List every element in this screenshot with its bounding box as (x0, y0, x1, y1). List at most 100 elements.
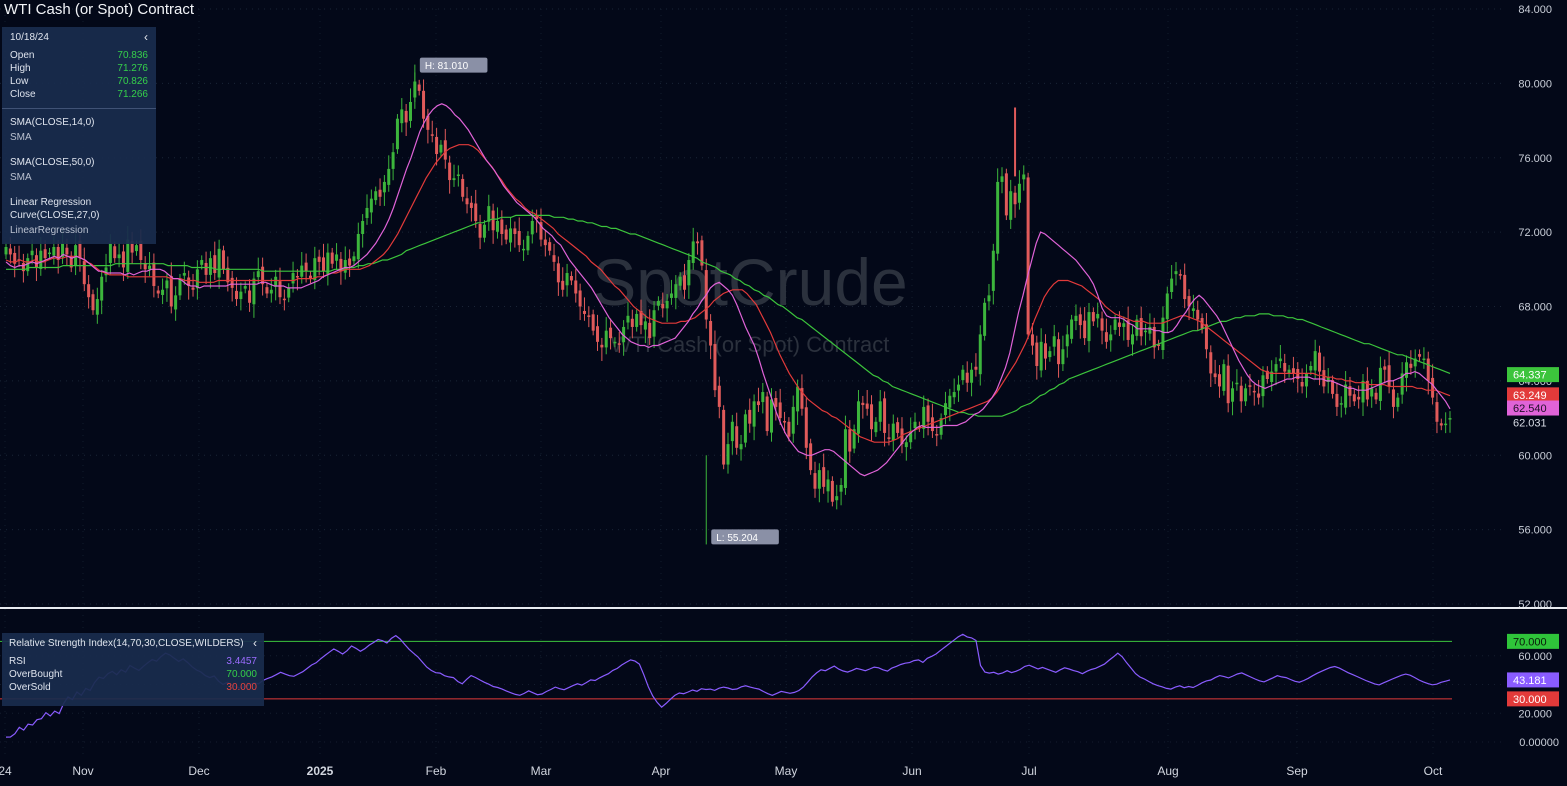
candle-body (1113, 319, 1117, 330)
candle-body (504, 229, 508, 240)
collapse-chevron-icon[interactable]: ‹ (144, 30, 148, 44)
candle-body (213, 255, 217, 274)
candle-body (1187, 296, 1191, 307)
study-item[interactable]: Linear Regression Curve(CLOSE,27,0) Linea… (10, 196, 148, 238)
candle-body (935, 434, 939, 436)
candle-body (139, 240, 143, 261)
candle-body (1300, 381, 1304, 387)
candle-body (21, 262, 25, 272)
study-item[interactable]: SMA(CLOSE,14,0) SMA (10, 116, 148, 145)
candle-body (517, 231, 521, 246)
candle-body (678, 276, 682, 286)
candle-body (269, 289, 273, 294)
candle-body (1270, 371, 1274, 382)
rsi-collapse-chevron-icon[interactable]: ‹ (253, 636, 257, 650)
candle-body (104, 267, 108, 276)
candle-body (1431, 377, 1435, 398)
candle-body (252, 278, 256, 305)
candle-body (674, 284, 678, 298)
high-marker-label: H: 81.010 (425, 61, 469, 72)
candle-body (1231, 388, 1235, 402)
ohlc-value: 71.276 (117, 63, 148, 74)
candle-body (813, 473, 817, 489)
candle-body (609, 327, 613, 339)
candle-body (1413, 358, 1417, 367)
candle-body (395, 118, 399, 150)
candle-body (287, 287, 291, 298)
candle-body (978, 334, 982, 375)
candle-body (195, 269, 199, 289)
study-item[interactable]: SMA(CLOSE,50,0) SMA (10, 156, 148, 185)
candle-body (313, 258, 317, 281)
candle-body (809, 443, 813, 471)
candle-body (1357, 396, 1361, 400)
candle-body (443, 140, 447, 160)
candle-body (635, 313, 639, 327)
candle-body (665, 300, 669, 309)
candle-body (474, 203, 478, 221)
candle-body (822, 467, 826, 487)
candle-body (617, 343, 621, 345)
candle-body (478, 223, 482, 238)
candle-body (61, 243, 65, 258)
candle-body (926, 405, 930, 422)
candle-body (952, 392, 956, 398)
candle-body (1157, 344, 1161, 346)
oversold-tag: 30.000 (1513, 694, 1547, 706)
rsi-value: 70.000 (226, 669, 257, 680)
candle-body (700, 240, 704, 266)
candle-body (1335, 393, 1339, 407)
study-type: SMA (10, 132, 32, 143)
candle-body (200, 260, 204, 265)
candle-body (1030, 334, 1034, 346)
candle-body (1017, 183, 1021, 203)
candle-body (1444, 423, 1448, 426)
candle-body (1252, 390, 1256, 393)
candle-body (1117, 322, 1121, 327)
rsi-row: RSI 3.4457 (9, 655, 257, 668)
candle-body (826, 479, 830, 492)
candle-body (308, 275, 312, 279)
candle-body (1096, 313, 1100, 319)
study-name: SMA(CLOSE,50,0) (10, 157, 95, 168)
price-tick-label: 68.000 (1518, 302, 1552, 314)
candle-body (596, 326, 600, 342)
candle-body (217, 248, 221, 278)
rsi-tick-label: 20.000 (1518, 708, 1552, 720)
rsi-info-panel: Relative Strength Index(14,70,30,CLOSE,W… (2, 633, 264, 706)
rsi-label: RSI (9, 656, 26, 667)
candle-body (961, 369, 965, 381)
rsi-panel-title: Relative Strength Index(14,70,30,CLOSE,W… (9, 638, 244, 649)
candle-body (87, 284, 91, 298)
candle-body (1400, 373, 1404, 395)
candle-body (887, 437, 891, 439)
x-tick-label: Mar (531, 764, 552, 778)
candle-body (948, 395, 952, 408)
candle-body (730, 421, 734, 442)
candle-body (1396, 397, 1400, 407)
rsi-tick-label: 0.00000 (1519, 737, 1559, 749)
candle-body (1122, 323, 1126, 327)
candle-body (208, 258, 212, 275)
candle-body (352, 256, 356, 262)
candle-body (656, 300, 660, 306)
last-value-tag-bg (1507, 400, 1559, 416)
candle-body (487, 206, 491, 222)
candle-body (1239, 385, 1243, 402)
candle-body (578, 290, 582, 307)
candle-body (722, 409, 726, 465)
candle-body (630, 318, 634, 327)
candle-body (1226, 365, 1230, 404)
candle-body (996, 181, 1000, 254)
info-date: 10/18/24 (10, 32, 49, 43)
candle-body (526, 235, 530, 251)
candle-body (1387, 365, 1391, 387)
candle-body (839, 485, 843, 492)
candle-body (1391, 389, 1395, 407)
x-tick-label: Oct (1424, 764, 1443, 778)
candle-body (874, 421, 878, 433)
candle-body (156, 290, 160, 294)
candle-body (330, 252, 334, 264)
candle-body (922, 406, 926, 429)
candle-body (587, 315, 591, 317)
